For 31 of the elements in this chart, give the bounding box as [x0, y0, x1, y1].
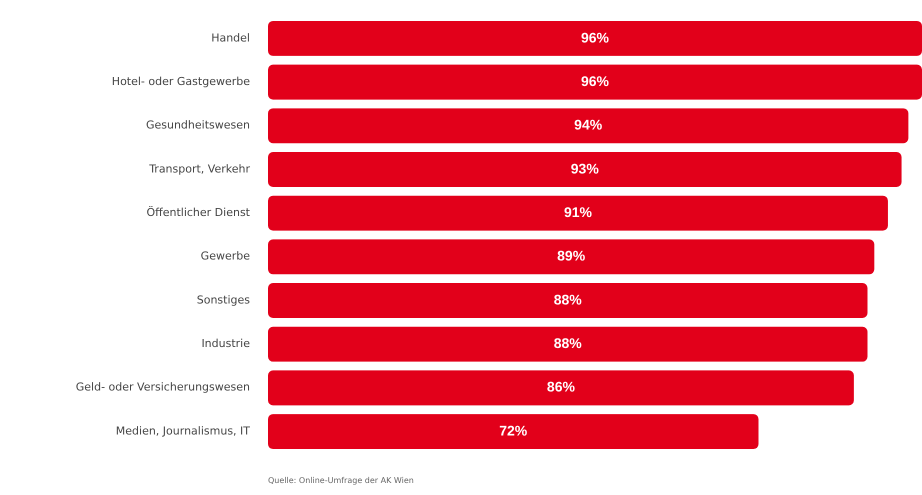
data-label: 89% — [557, 248, 586, 264]
bar — [268, 370, 854, 406]
y-tick-label: Transport, Verkehr — [148, 162, 250, 176]
data-label: 96% — [580, 29, 610, 46]
y-tick-label: Öffentlicher Dienst — [146, 205, 251, 220]
bar — [268, 152, 902, 187]
y-tick-label: Geld- oder Versicherungswesen — [76, 380, 250, 394]
bar — [268, 239, 874, 274]
y-tick-label: Gewerbe — [200, 250, 250, 263]
y-tick-label: Medien, Journalismus, IT — [116, 424, 250, 438]
data-label: 94% — [574, 116, 603, 133]
data-label: 93% — [570, 160, 600, 176]
y-tick-label: Handel — [211, 31, 250, 44]
data-label: 88% — [554, 335, 582, 352]
bar — [268, 283, 868, 318]
bar — [268, 64, 922, 100]
bar — [268, 20, 922, 56]
y-tick-label: Industrie — [201, 337, 250, 350]
data-label: 86% — [546, 378, 576, 395]
data-label: 96% — [580, 72, 610, 89]
y-tick-label: Sonstiges — [196, 293, 250, 306]
bar — [268, 108, 908, 144]
y-tick-label: Gesundheitswesen — [146, 118, 250, 132]
data-label: 72% — [499, 422, 528, 438]
data-label: 91% — [564, 204, 593, 220]
y-tick-label: Hotel- oder Gastgewerbe — [112, 74, 250, 88]
bar — [268, 196, 888, 231]
bar — [268, 326, 868, 362]
source-note: Quelle: Online-Umfrage der AK Wien — [268, 476, 414, 485]
bar — [268, 414, 758, 450]
data-label: 88% — [554, 291, 582, 308]
